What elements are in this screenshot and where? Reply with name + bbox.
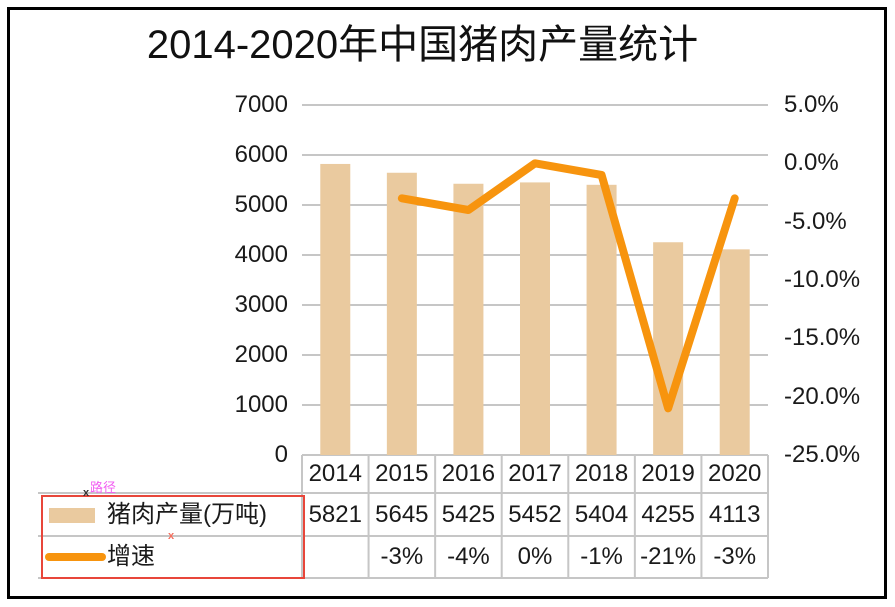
year-cell: 2018 [574, 460, 629, 487]
year-cell: 2014 [308, 460, 362, 487]
right-axis-label: -20.0% [784, 382, 861, 410]
growth-cell: -3% [713, 543, 757, 570]
production-cell: 4255 [641, 501, 695, 528]
growth-cell: -4% [447, 543, 490, 570]
bar-2017 [520, 182, 550, 455]
left-axis-label: 4000 [234, 241, 288, 268]
left-axis-label: 1000 [234, 391, 288, 418]
bar-2016 [453, 183, 484, 455]
right-axis-label: -15.0% [784, 324, 861, 352]
production-cell: 5645 [375, 501, 429, 528]
production-cell: 5452 [508, 501, 562, 528]
chart-title: 2014-2020年中国猪肉产量统计 [146, 23, 699, 67]
right-axis-label: 0.0% [784, 149, 839, 177]
right-axis-label: -10.0% [784, 266, 861, 293]
left-axis-label: 6000 [234, 141, 288, 168]
production-cell: 5404 [574, 501, 629, 528]
growth-cell: -1% [580, 543, 623, 570]
left-axis-label: 5000 [234, 191, 288, 218]
growth-cell: 0% [517, 543, 553, 570]
growth-cell: -3% [380, 543, 424, 570]
production-cell: 5425 [441, 501, 496, 528]
left-axis-label: 7000 [234, 91, 288, 118]
left-axis-label: 2000 [234, 341, 288, 368]
production-cell: 4113 [708, 501, 761, 528]
legend-label-production: 猪肉产量(万吨) [107, 501, 267, 528]
year-cell: 2017 [508, 460, 562, 487]
bar-2018 [586, 184, 617, 456]
left-axis-label: 3000 [234, 291, 288, 318]
year-cell: 2020 [708, 460, 762, 487]
legend-label-growth: 增速 [107, 543, 155, 570]
production-cell: 5821 [308, 501, 362, 528]
annotation-x-marker-2: x [168, 530, 175, 542]
growth-cell [302, 536, 369, 578]
bar-2019 [653, 242, 684, 455]
year-cell: 2016 [441, 460, 496, 487]
chart-border-frame [7, 7, 887, 599]
annotation-path-label: 路径 [90, 480, 117, 495]
annotation-red-box [41, 495, 305, 579]
right-axis-label: -25.0% [784, 441, 861, 468]
bar-2014 [320, 163, 351, 455]
right-axis-label: -5.0% [784, 207, 847, 235]
growth-cell: -21% [640, 543, 697, 570]
bar-2015 [386, 172, 417, 455]
bar-2020 [719, 249, 750, 455]
left-axis-label: 0 [274, 441, 288, 468]
growth-line [397, 159, 739, 413]
year-cell: 2019 [641, 460, 695, 487]
annotation-x-marker-1: x [83, 487, 90, 499]
year-cell: 2015 [375, 460, 429, 487]
legend-bar-swatch [49, 508, 95, 523]
right-axis-label: 5.0% [784, 91, 839, 118]
